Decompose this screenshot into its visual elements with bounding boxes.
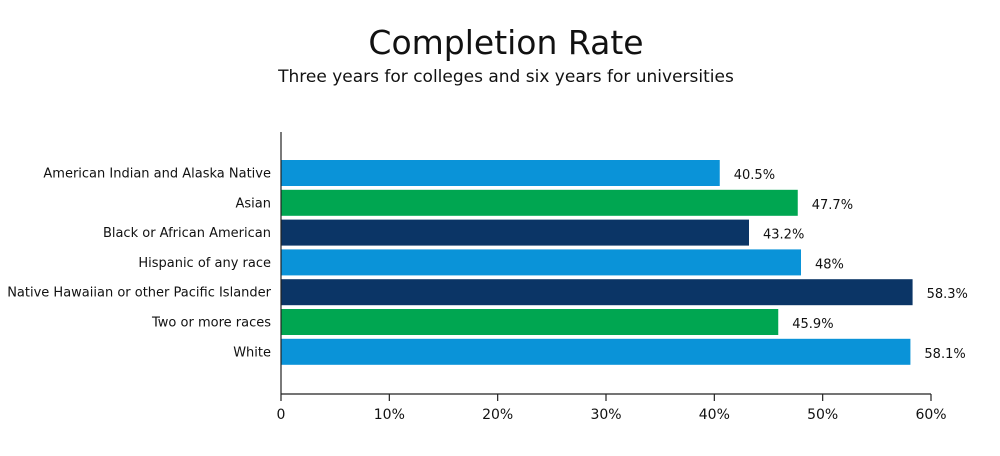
chart-title: Completion Rate: [368, 23, 644, 62]
category-label: Two or more races: [151, 316, 271, 331]
value-label: 45.9%: [792, 317, 833, 332]
category-label: White: [233, 345, 271, 360]
bar: [281, 219, 749, 246]
value-label: 58.1%: [924, 347, 965, 362]
bar: [281, 189, 798, 216]
category-label: American Indian and Alaska Native: [43, 167, 271, 182]
value-label: 40.5%: [734, 168, 775, 183]
category-label: Native Hawaiian or other Pacific Islande…: [7, 286, 271, 301]
x-tick-label: 10%: [374, 407, 405, 423]
bar: [281, 160, 720, 186]
value-label: 48%: [815, 257, 844, 272]
bar: [281, 338, 911, 365]
x-tick-label: 40%: [699, 407, 730, 423]
value-label: 58.3%: [927, 287, 968, 302]
value-label: 43.2%: [763, 228, 804, 243]
category-label: Hispanic of any race: [138, 256, 271, 271]
x-tick-label: 0: [277, 407, 286, 423]
x-tick-label: 20%: [482, 407, 513, 423]
bar: [281, 249, 801, 276]
value-label: 47.7%: [812, 198, 853, 213]
x-tick-label: 60%: [915, 407, 946, 423]
category-label: Black or African American: [103, 226, 271, 241]
x-tick-label: 50%: [807, 407, 838, 423]
x-tick-label: 30%: [590, 407, 621, 423]
category-label: Asian: [236, 196, 271, 211]
chart-subtitle: Three years for colleges and six years f…: [278, 67, 734, 87]
bar: [281, 279, 913, 306]
bar: [281, 309, 779, 335]
